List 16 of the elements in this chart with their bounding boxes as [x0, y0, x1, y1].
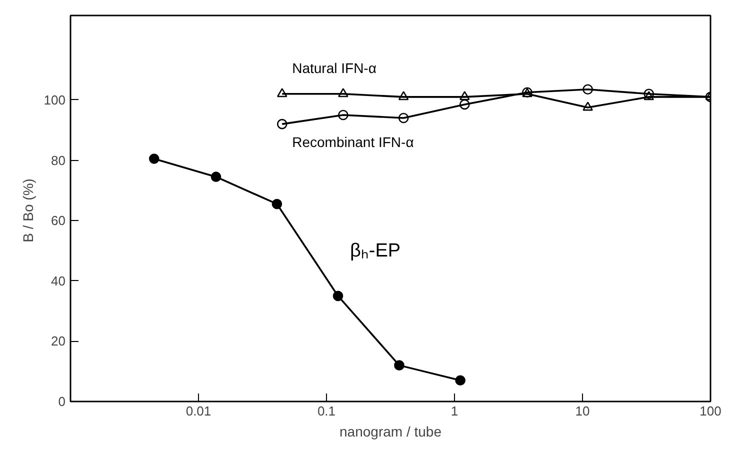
y-tick-label: 60: [51, 213, 66, 228]
series-label: Recombinant IFN-α: [292, 134, 414, 150]
x-tick-label: 0.1: [317, 404, 336, 418]
x-tick-label: 100: [700, 404, 722, 418]
series-label: Natural IFN-α: [292, 60, 376, 76]
x-axis-title: nanogram / tube: [340, 424, 442, 440]
y-tick-label: 0: [58, 394, 66, 409]
y-tick-label: 20: [51, 334, 66, 349]
y-tick-label: 40: [51, 273, 66, 288]
x-tick-label: 10: [575, 404, 590, 418]
y-axis-title: B / Bo (%): [20, 178, 36, 242]
x-tick-label: 1: [450, 404, 458, 418]
x-tick-label: 0.01: [186, 404, 212, 418]
series-label: βₕ-EP: [350, 240, 401, 262]
y-tick-label: 100: [44, 92, 66, 108]
y-tick-label: 80: [51, 152, 66, 168]
